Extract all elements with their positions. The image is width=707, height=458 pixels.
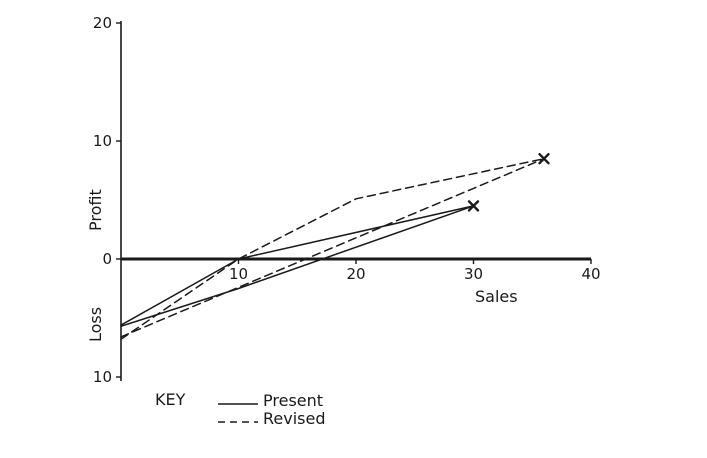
series-revised-line-1 [120,157,545,340]
legend-title: KEY [155,390,186,409]
x-tick-label: 10 [229,265,248,283]
x-ticks: 10 20 30 40 [229,259,601,283]
y-axis-label-loss: Loss [86,307,105,342]
series-layer [120,153,550,340]
legend-label-present: Present [263,391,323,410]
y-tick-label: 10 [93,132,112,150]
series-present-endpoint-cross [467,200,480,212]
x-axis-label: Sales [475,287,518,306]
y-axis-label-profit: Profit [86,189,105,231]
y-tick-label: 20 [93,14,112,32]
y-tick-label: 10 [93,368,112,386]
series-present-line-2 [120,205,475,328]
x-tick-label: 40 [581,265,600,283]
y-ticks: 20 10 0 10 [93,14,121,386]
series-revised-endpoint-cross [538,153,550,165]
y-tick-label: 0 [102,250,112,268]
axes: 20 10 0 10 10 20 30 40 [93,14,601,386]
series-revised-line-2 [120,157,545,338]
x-tick-label: 20 [346,265,365,283]
legend-label-revised: Revised [263,409,326,428]
series-present [120,200,480,328]
legend: KEY Present Revised [155,390,326,428]
series-revised [120,153,550,340]
x-tick-label: 30 [464,265,483,283]
